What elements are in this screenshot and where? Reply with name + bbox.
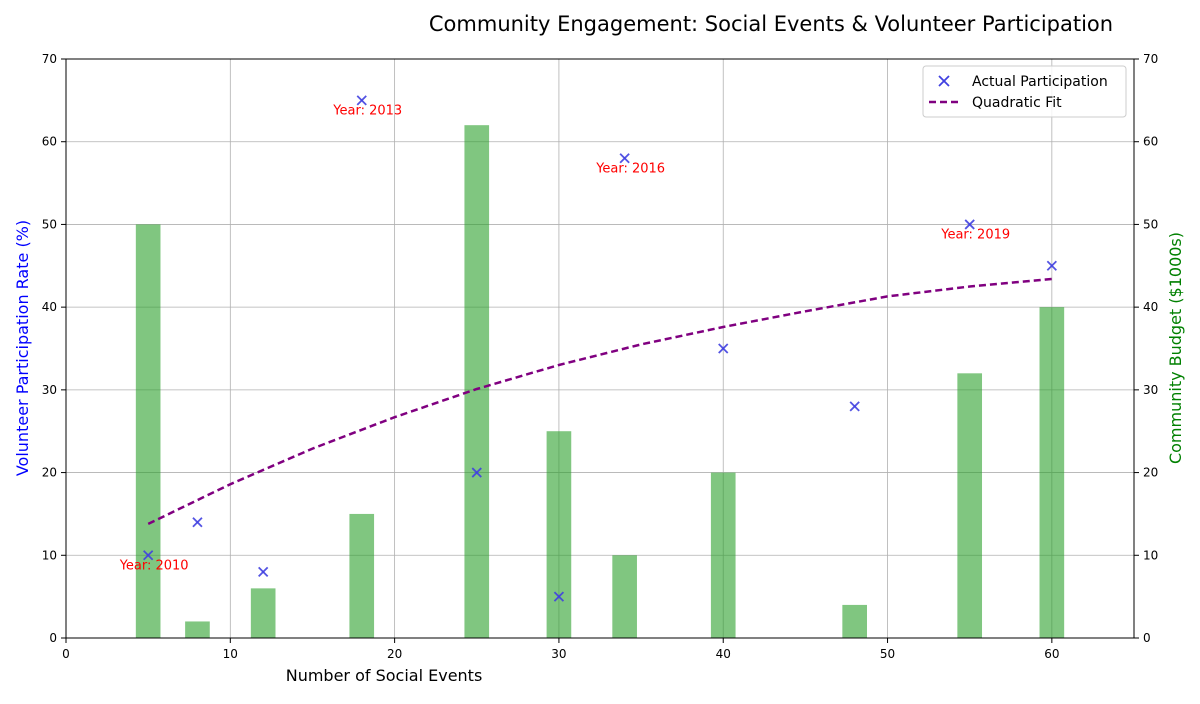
y-tick-label-right: 20 — [1143, 466, 1158, 480]
x-tick-label: 30 — [551, 647, 566, 661]
x-tick-label: 50 — [880, 647, 895, 661]
y-tick-label-right: 50 — [1143, 217, 1158, 231]
budget-bar — [710, 472, 736, 638]
scatter-point-stroke — [258, 566, 269, 577]
y-tick-label-right: 70 — [1143, 52, 1158, 66]
y-tick-label-right: 60 — [1143, 135, 1158, 149]
scatter-point-stroke — [619, 153, 630, 164]
legend-box — [922, 65, 1127, 118]
budget-bar — [464, 125, 490, 638]
plot-frame — [65, 58, 1135, 639]
scatter-point — [471, 467, 482, 478]
legend-label-quadratic-fit: Quadratic Fit — [972, 95, 1062, 111]
year-annotations: Year: 2010 Year: 2013 Year: 2016 Year: 2019 — [119, 103, 1010, 573]
scatter-point-stroke — [192, 517, 203, 528]
y-tick-label-left: 10 — [42, 548, 57, 562]
budget-bar — [185, 621, 210, 638]
y-tick-label-right: 10 — [1143, 548, 1158, 562]
scatter-point-stroke — [718, 343, 729, 354]
scatter-point-stroke — [356, 95, 367, 106]
scatter-point — [356, 95, 367, 106]
scatter-point — [1046, 260, 1057, 271]
quadratic-fit-line — [147, 277, 1052, 526]
scatter-point — [192, 517, 203, 528]
y-tick-label-left: 60 — [42, 135, 57, 149]
scatter-point-stroke — [143, 550, 154, 561]
scatter-point — [849, 401, 860, 412]
scatter-point — [258, 566, 269, 577]
x-tick-label: 40 — [716, 647, 731, 661]
scatter-point-stroke — [964, 219, 975, 230]
scatter-point-stroke — [471, 467, 482, 478]
scatter-point — [143, 550, 154, 561]
scatter-point-stroke — [1046, 260, 1057, 271]
year-annotation: Year: 2013 — [332, 103, 402, 118]
budget-bar — [612, 555, 637, 638]
y-tick-label-left: 20 — [42, 466, 57, 480]
y-axis-label-right: Community Budget ($1000s) — [1166, 232, 1185, 464]
legend: Actual Participation Quadratic Fit — [922, 65, 1127, 118]
fit-line-layer — [147, 277, 1052, 526]
scatter-point — [718, 343, 729, 354]
budget-bar — [250, 588, 276, 638]
y-tick-label-right: 30 — [1143, 383, 1158, 397]
y-tick-label-left: 50 — [42, 217, 57, 231]
y-tick-label-right: 0 — [1143, 631, 1151, 645]
y-tick-label-left: 40 — [42, 300, 57, 314]
x-tick-label: 0 — [62, 647, 70, 661]
scatter-point — [964, 219, 975, 230]
x-tick-label: 20 — [387, 647, 402, 661]
year-annotation: Year: 2016 — [595, 161, 665, 176]
y-tick-label-left: 0 — [49, 631, 57, 645]
x-axis-label: Number of Social Events — [286, 666, 483, 685]
y-tick-label-left: 30 — [42, 383, 57, 397]
budget-bar — [957, 373, 983, 638]
budget-bars — [135, 125, 1065, 638]
y-tick-label-right: 40 — [1143, 300, 1158, 314]
scatter-point-stroke — [849, 401, 860, 412]
x-tick-label: 60 — [1044, 647, 1059, 661]
legend-label-actual-participation: Actual Participation — [972, 74, 1108, 90]
scatter-point-stroke — [553, 591, 565, 602]
year-annotation: Year: 2010 — [119, 558, 189, 573]
scatter-points — [143, 95, 1057, 602]
legend-marker-actual-participation — [938, 75, 950, 87]
x-axis-ticks: 0 10 20 30 40 50 60 — [62, 638, 1059, 661]
scatter-point — [553, 591, 565, 602]
budget-bar — [1039, 307, 1065, 638]
chart-title: Community Engagement: Social Events & Vo… — [429, 12, 1113, 36]
grid-lines — [65, 58, 1134, 639]
budget-bar — [546, 431, 572, 638]
budget-bar — [349, 513, 375, 638]
scatter-point — [619, 153, 630, 164]
budget-bar — [842, 604, 867, 638]
budget-bar — [135, 224, 161, 638]
year-annotation: Year: 2019 — [940, 227, 1010, 242]
y-tick-label-left: 70 — [42, 52, 57, 66]
x-tick-label: 10 — [223, 647, 238, 661]
y-axis-ticks-right: 0 10 20 30 40 50 60 70 — [1134, 52, 1158, 645]
y-axis-ticks-left: 0 10 20 30 40 50 60 70 — [42, 52, 66, 645]
y-axis-label-left: Volunteer Participation Rate (%) — [13, 220, 32, 476]
